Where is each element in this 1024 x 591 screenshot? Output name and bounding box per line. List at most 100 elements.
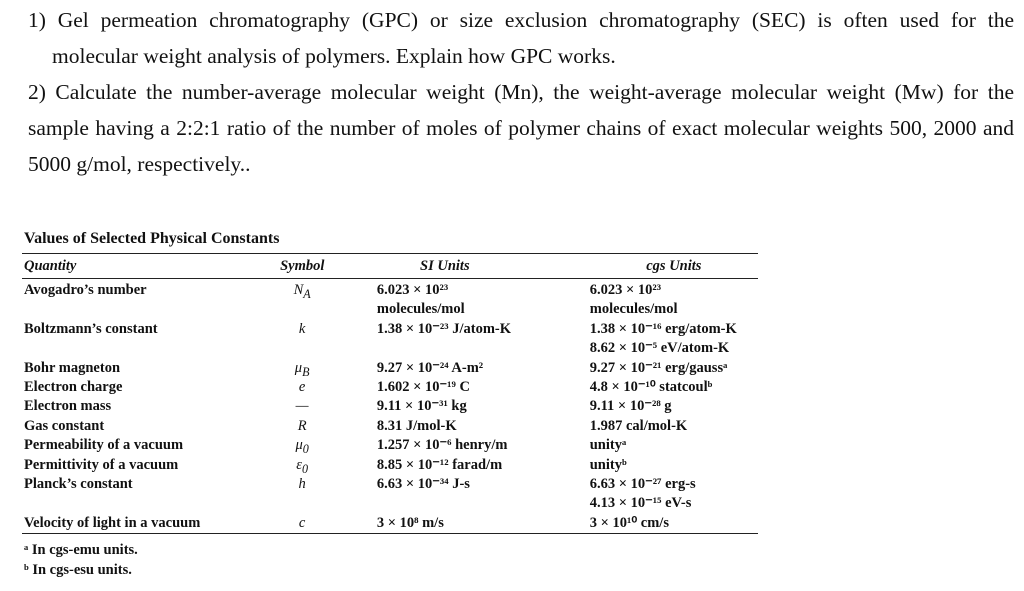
symbol: k [276,320,327,339]
symbol-cell: e [276,378,327,397]
cgs-value: 9.11 × 10⁻²⁸ g [589,398,672,415]
cgs-cell: 4.8 × 10⁻¹⁰ statcoulᵇ [582,378,758,397]
symbol-base: μ [295,437,303,454]
header-row: Quantity Symbol SI Units cgs Units [22,254,758,279]
cgs-value: unityᵇ [589,456,627,473]
table-row: Electron mass — 9.11 × 10⁻³¹ kg 9.11 × 10⁻²… [22,397,758,416]
symbol-cell: c [276,514,327,533]
si-value: 8.31 J/mol-K [376,417,457,434]
cgs-value: 4.13 × 10⁻¹⁵ eV-s [589,495,692,512]
cgs-cell: 1.987 cal/mol-K [582,417,758,436]
si-value: 1.602 × 10⁻¹⁹ C [376,378,470,395]
symbol: ε0 [276,456,327,476]
si-cell: 6.63 × 10⁻³⁴ J-s [328,475,582,514]
si-value: 3 × 10⁸ m/s [376,514,444,531]
cgs-value: 8.62 × 10⁻⁵ eV/atom-K [589,340,730,357]
symbol-sub: B [302,364,310,379]
cgs-value: 6.023 × 10²³ [589,282,662,298]
quantity-cell: Permittivity of a vacuum [22,456,276,475]
symbol-sub: A [303,286,311,301]
cgs-cell: 3 × 10¹⁰ cm/s [582,514,758,533]
si-value: 9.11 × 10⁻³¹ kg [376,398,467,415]
symbol: h [276,475,327,494]
quantity: Electron charge [24,378,123,395]
symbol-base: N [293,282,304,298]
cgs-value: 1.987 cal/mol-K [589,417,688,434]
cgs-value: molecules/mol [589,301,678,318]
quantity: Electron mass [24,398,112,415]
quantity: Bohr magneton [24,359,121,376]
si-cell: 9.27 × 10⁻²⁴ A-m² [328,359,582,378]
footnote: ᵃ In cgs-emu units. [24,542,138,559]
si-cell: 9.11 × 10⁻³¹ kg [328,397,582,416]
cgs-value: 9.27 × 10⁻²¹ erg/gaussᵃ [589,359,728,376]
table-row: Permittivity of a vacuum ε0 8.85 × 10⁻¹² f… [22,456,758,476]
table-row: Boltzmann’s constant k 1.38 × 10⁻²³ J/atom… [22,320,758,359]
symbol-sub: 0 [302,442,309,457]
question: 2) Calculate the number-average molecula… [28,80,1014,176]
quantity-cell: Boltzmann’s constant [22,320,276,359]
si-value: 9.27 × 10⁻²⁴ A-m² [376,359,484,376]
si-value: molecules/mol [376,301,465,318]
table-row: Velocity of light in a vacuum c 3 × 10⁸ m/… [22,514,758,533]
symbol: e [276,378,327,397]
cgs-value: 6.63 × 10⁻²⁷ erg-s [589,475,696,492]
quantity-cell: Velocity of light in a vacuum [22,514,276,533]
symbol-cell: — [276,397,327,416]
quantity-cell: Gas constant [22,417,276,436]
symbol: NA [276,281,327,301]
symbol-base: e [298,378,306,395]
table-row: Avogadro’s number NA 6.023 × 10²³ molecules… [22,281,758,320]
table-body: Avogadro’s number NA 6.023 × 10²³ molecules… [22,279,758,535]
cgs-cell: 9.27 × 10⁻²¹ erg/gaussᵃ [582,359,758,378]
header: cgs Units [646,258,702,274]
cgs-value: 1.38 × 10⁻¹⁶ erg/atom-K [589,320,737,337]
cgs-cell: 6.023 × 10²³ molecules/mol [582,281,758,320]
cgs-cell: unityᵃ [582,436,758,455]
footnotes: ᵃ In cgs-emu units. ᵇ In cgs-esu units. [22,541,758,580]
symbol-base: μ [294,359,303,376]
footnote: ᵇ In cgs-esu units. [24,561,132,578]
symbol-sub: 0 [301,461,308,476]
question: 1) Gel permeation chromatography (GPC) o… [28,8,1014,68]
rule [22,253,758,254]
quantity: Permeability of a vacuum [24,437,184,454]
cgs-value: 4.8 × 10⁻¹⁰ statcoulᵇ [589,378,713,395]
symbol-base: c [298,514,306,531]
symbol-cell: R [276,417,327,436]
symbol-base: ε [296,456,302,473]
si-cell: 8.31 J/mol-K [328,417,582,436]
quantity-cell: Avogadro’s number [22,281,276,320]
si-value: 6.63 × 10⁻³⁴ J-s [376,475,470,492]
si-cell: 6.023 × 10²³ molecules/mol [328,281,582,320]
cgs-cell: unityᵇ [582,456,758,475]
table-row: Planck’s constant h 6.63 × 10⁻³⁴ J-s 6.63 ×… [22,475,758,514]
table-row: Gas constant R 8.31 J/mol-K 1.987 cal/mol-K [22,417,758,436]
quantity: Boltzmann’s constant [24,320,158,337]
cgs-value: unityᵃ [589,437,627,454]
symbol-base: h [298,475,306,492]
si-cell: 1.602 × 10⁻¹⁹ C [328,378,582,397]
si-cell: 8.85 × 10⁻¹² farad/m [328,456,582,475]
symbol: μ0 [276,436,327,457]
quantity-cell: Permeability of a vacuum [22,436,276,455]
table-title: Values of Selected Physical Constants [24,230,280,247]
cgs-cell: 9.11 × 10⁻²⁸ g [582,397,758,416]
constants-table: Values of Selected Physical Constants Qu… [22,227,758,580]
quantity: Avogadro’s number [24,282,147,298]
si-cell: 1.38 × 10⁻²³ J/atom-K [328,320,582,359]
quantity: Permittivity of a vacuum [24,456,179,473]
table-row: Bohr magneton μB 9.27 × 10⁻²⁴ A-m² 9.27 × 1… [22,359,758,379]
symbol-cell: ε0 [276,456,327,476]
quantity-cell: Electron charge [22,378,276,397]
questions: 1) Gel permeation chromatography (GPC) o… [28,2,1014,182]
symbol-cell: NA [276,281,327,320]
quantity: Velocity of light in a vacuum [24,514,201,531]
symbol-cell: h [276,475,327,514]
symbol-cell: k [276,320,327,359]
symbol-cell: μB [276,359,327,379]
symbol: c [276,514,327,533]
header: Quantity [24,258,77,274]
si-value: 1.257 × 10⁻⁶ henry/m [376,437,508,454]
